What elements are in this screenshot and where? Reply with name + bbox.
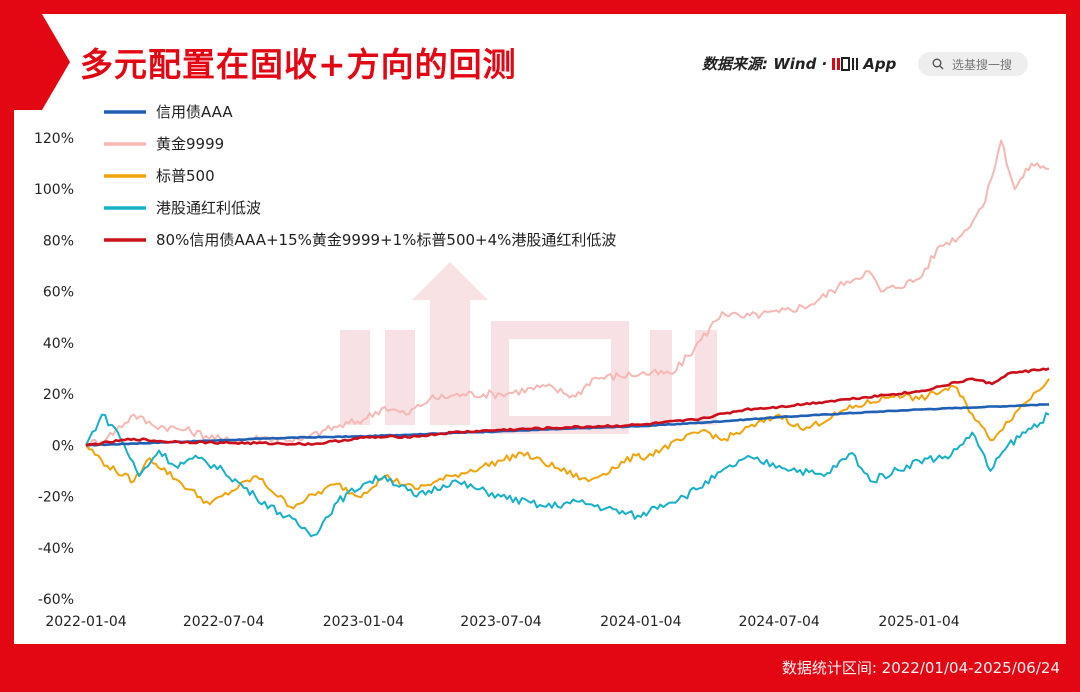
x-axis-ticks: 2022-01-04 2022-07-04 2023-01-04 2023-07-04… (45, 614, 959, 630)
legend-label: 港股通红利低波 (156, 199, 261, 217)
x-tick-label: 2023-07-04 (460, 614, 541, 630)
y-tick-label: 60% (43, 285, 74, 301)
legend-label: 信用债AAA (156, 103, 233, 121)
y-tick-label: -40% (38, 541, 74, 557)
search-icon (932, 58, 944, 70)
x-tick-label: 2022-07-04 (183, 614, 264, 630)
watermark-arrow (412, 262, 488, 425)
x-tick-label: 2023-01-04 (323, 614, 404, 630)
source-text: 数据来源: Wind · (702, 55, 828, 73)
watermark-stroke (491, 321, 629, 434)
x-tick-label: 2022-01-04 (45, 614, 126, 630)
y-tick-label: 80% (43, 233, 74, 249)
data-range-footer: 数据统计区间: 2022/01/04-2025/06/24 (781, 659, 1060, 677)
series-line-4 (85, 412, 1050, 538)
legend: 信用债AAA 黄金9999 标普500 港股通红利低波 80%信用债AAA+15%黄金9… (104, 103, 616, 249)
y-tick-label: 0% (52, 438, 74, 454)
header-flag-icon (14, 14, 70, 110)
chart-title: 多元配置在固收+方向的回测 (80, 45, 517, 84)
x-tick-label: 2024-07-04 (738, 614, 819, 630)
watermark-stroke (650, 330, 672, 425)
brand-logo-icon (832, 56, 859, 71)
y-tick-label: 20% (43, 387, 74, 403)
series-line-5 (85, 367, 1050, 447)
y-tick-label: -60% (38, 592, 74, 608)
series-line-2 (85, 139, 1050, 449)
legend-label: 黄金9999 (156, 135, 224, 153)
legend-label: 80%信用债AAA+15%黄金9999+1%标普500+4%港股通红利低波 (156, 231, 616, 249)
watermark-logo (340, 262, 717, 434)
series-line-3 (85, 378, 1050, 510)
x-tick-label: 2025-01-04 (878, 614, 959, 630)
y-tick-label: 120% (34, 131, 74, 147)
search-placeholder: 选基搜一搜 (952, 57, 1013, 72)
legend-label: 标普500 (156, 167, 215, 185)
y-axis-ticks: 120% 100% 80% 60% 40% 20% 0% -20% -40% -60% (34, 131, 74, 608)
y-tick-label: 100% (34, 182, 74, 198)
x-tick-label: 2024-01-04 (600, 614, 681, 630)
brand-label: App (863, 54, 897, 73)
y-tick-label: -20% (38, 490, 74, 506)
source-label: 数据来源: Wind · App (702, 53, 896, 74)
series-lines (85, 139, 1050, 538)
watermark-stroke (340, 330, 370, 425)
y-tick-label: 40% (43, 336, 74, 352)
watermark-stroke (695, 330, 717, 425)
search-box[interactable]: 选基搜一搜 (918, 52, 1028, 76)
